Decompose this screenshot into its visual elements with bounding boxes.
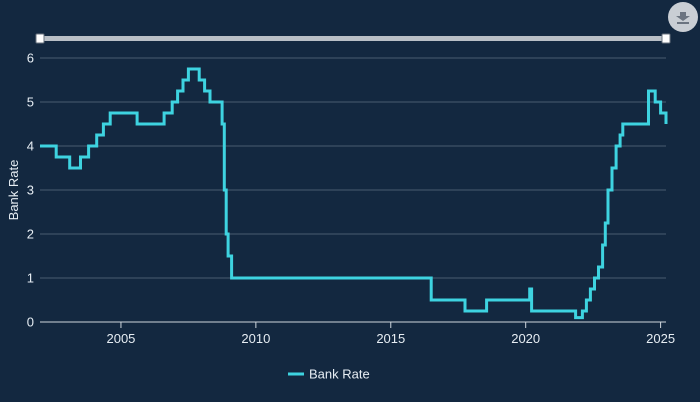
series-layer	[40, 67, 668, 320]
slider-handle-right[interactable]	[661, 33, 671, 44]
y-tick-label: 5	[27, 95, 34, 110]
legend[interactable]: Bank Rate	[288, 367, 370, 382]
download-icon	[676, 12, 690, 24]
x-axis-ticks: 2005 2010 2015 2020 2025	[40, 321, 675, 346]
download-button[interactable]	[668, 2, 698, 32]
y-tick-label: 2	[27, 227, 34, 242]
y-tick-label: 4	[27, 139, 34, 154]
y-axis-ticks: 0 1 2 3 4 5 6	[27, 51, 34, 330]
range-slider[interactable]	[35, 33, 671, 44]
y-tick-label: 0	[27, 315, 34, 330]
series-line-bank-rate[interactable]	[40, 67, 668, 320]
y-axis-title: Bank Rate	[6, 160, 21, 221]
legend-label: Bank Rate	[309, 367, 370, 382]
x-tick-label: 2015	[376, 331, 405, 346]
x-tick-label: 2025	[646, 331, 675, 346]
x-tick-label: 2010	[241, 331, 270, 346]
x-tick-label: 2005	[106, 331, 135, 346]
y-tick-label: 3	[27, 183, 34, 198]
slider-track[interactable]	[40, 36, 666, 41]
y-tick-label: 6	[27, 51, 34, 66]
slider-handle-left[interactable]	[35, 33, 45, 44]
y-tick-label: 1	[27, 271, 34, 286]
x-tick-label: 2020	[511, 331, 540, 346]
gridlines	[40, 57, 666, 323]
